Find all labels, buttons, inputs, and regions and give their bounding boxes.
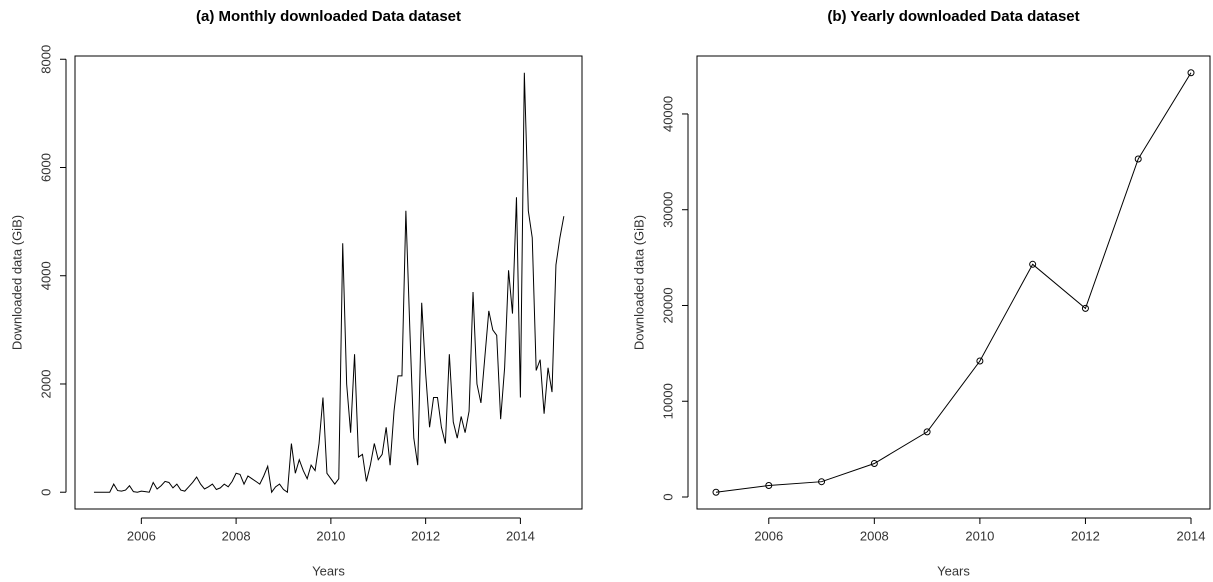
data-point [765,482,773,490]
chart-title: (a) Monthly downloaded Data dataset [196,8,461,25]
y-tick-label: 2000 [38,370,53,399]
data-point [1081,304,1089,312]
data-line [715,72,1192,493]
x-tick-label: 2014 [506,528,535,543]
data-point [1029,260,1037,268]
x-tick-label: 2008 [222,528,251,543]
y-tick-label: 20000 [660,287,675,323]
y-tick-label: 10000 [660,383,675,419]
x-tick-label: 2010 [965,528,994,543]
x-tick-label: 2010 [316,528,345,543]
data-point [1134,155,1142,163]
x-tick-label: 2012 [411,528,440,543]
y-tick-label: 40000 [660,96,675,132]
plot-frame [696,55,1211,510]
x-tick-label: 2012 [1071,528,1100,543]
x-tick-label: 2006 [127,528,156,543]
y-axis-label: Downloaded data (GiB) [631,215,646,350]
x-axis-label: Years [312,563,345,578]
data-line [93,72,565,494]
data-point [1187,69,1195,77]
y-tick-label: 8000 [38,45,53,74]
x-tick-label: 2014 [1177,528,1206,543]
y-tick-label: 0 [38,489,53,496]
data-point [712,488,720,496]
data-point [818,478,826,486]
data-point [923,428,931,436]
chart-title: (b) Yearly downloaded Data dataset [827,8,1079,25]
x-tick-label: 2008 [860,528,889,543]
y-tick-label: 4000 [38,261,53,290]
y-tick-label: 0 [660,493,675,500]
y-tick-label: 6000 [38,153,53,182]
data-point [870,459,878,467]
x-axis-label: Years [937,563,970,578]
data-point [976,357,984,365]
y-axis-label: Downloaded data (GiB) [9,215,24,350]
x-tick-label: 2006 [754,528,783,543]
y-tick-label: 30000 [660,192,675,228]
plot-frame [74,55,583,510]
